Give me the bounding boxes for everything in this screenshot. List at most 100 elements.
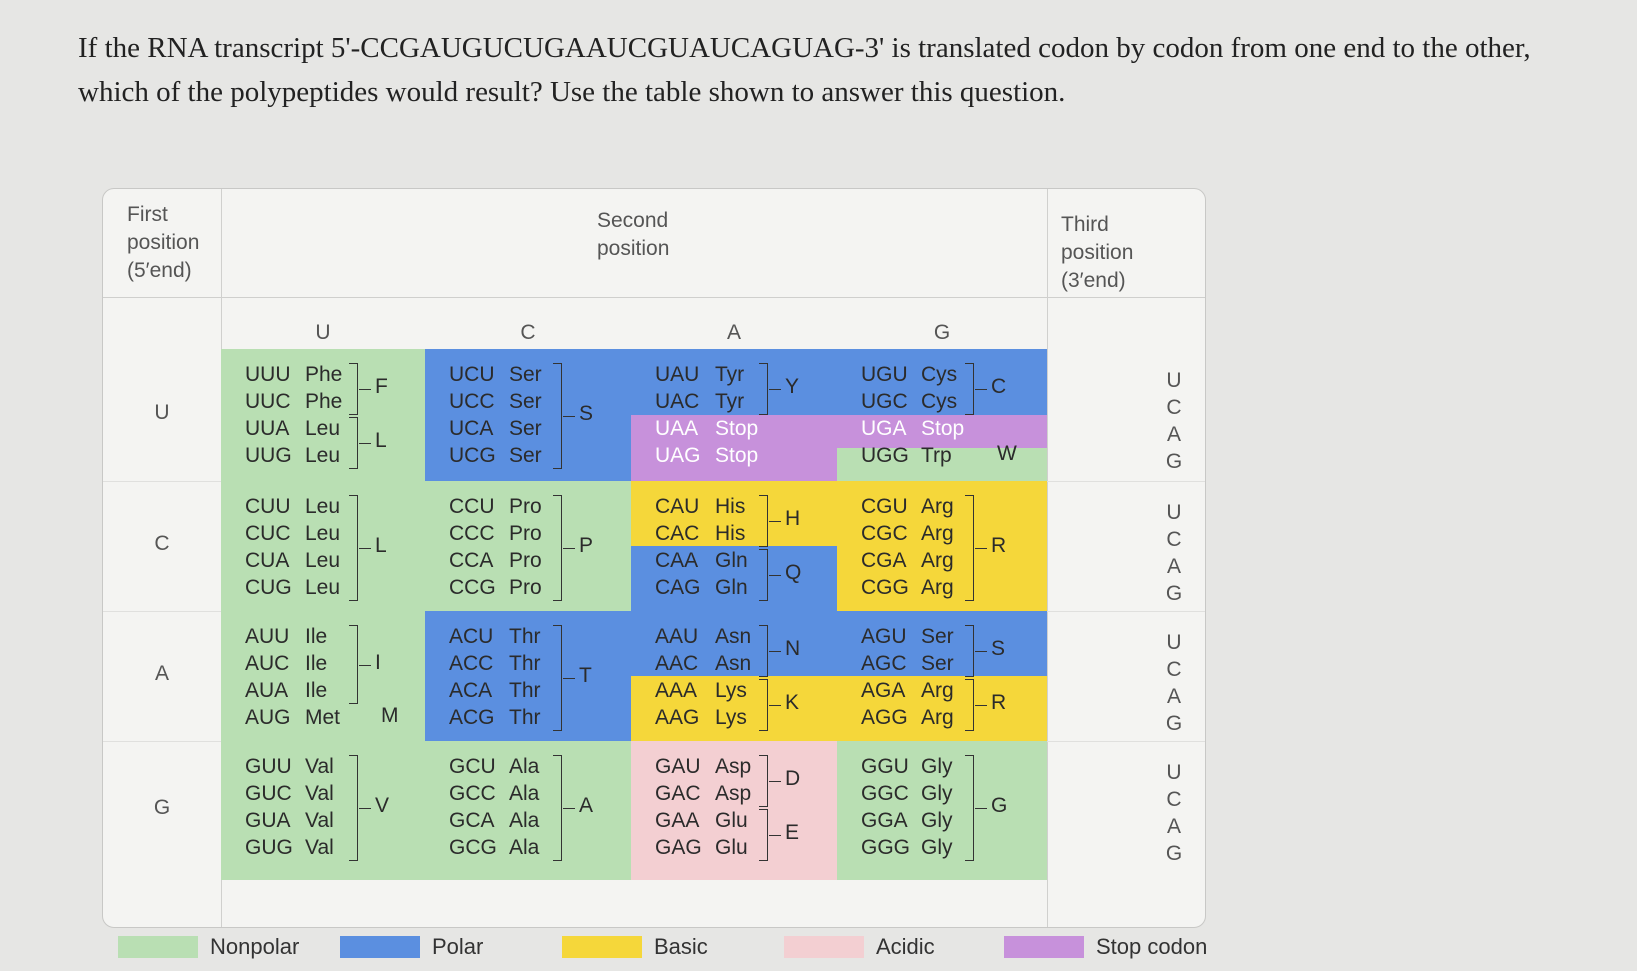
amino-acid: Ser [509, 363, 542, 386]
codon-bg [221, 481, 425, 514]
codon-bg [837, 810, 1047, 845]
codon-entry: GCC Ala [449, 780, 539, 807]
amino-acid: Leu [305, 495, 341, 518]
codon-bg [221, 708, 425, 742]
codon-entry: CCU Pro [449, 493, 542, 520]
codon: CUG [245, 576, 292, 599]
amino-acid: Asp [715, 782, 752, 805]
codon-entry: UGA Stop [861, 415, 964, 442]
legend-label: Basic [654, 934, 708, 959]
codon: UUA [245, 417, 290, 440]
codon-entry: ACA Thr [449, 677, 541, 704]
amino-acid: Val [305, 836, 334, 859]
codon: AAC [655, 652, 699, 675]
codon-bg [221, 513, 425, 547]
codon: GGG [861, 836, 911, 859]
amino-acid: Arg [921, 679, 954, 702]
codon-bg [837, 349, 1047, 383]
group-bracket [759, 679, 781, 731]
third-base-label: C [1166, 658, 1182, 681]
codon-bg [425, 810, 631, 845]
first-base-label: A [154, 662, 169, 685]
codon-bg [631, 708, 837, 742]
one-letter-code: K [785, 691, 800, 714]
group-bracket [553, 363, 575, 469]
codon-bg [221, 578, 425, 612]
codon-entry: GCA Ala [449, 807, 539, 834]
codon: UCG [449, 444, 496, 467]
amino-acid: Val [305, 809, 334, 832]
codon: UCU [449, 363, 495, 386]
codon: UGG [861, 444, 909, 467]
codon-entry: UCU Ser [449, 361, 542, 388]
third-base-label: U [1166, 369, 1182, 392]
codon-bg [425, 349, 631, 383]
codon-entry: UAG Stop [655, 442, 758, 469]
group-bracket [965, 679, 987, 731]
group-bracket [553, 625, 575, 731]
codon: CAC [655, 522, 700, 545]
amino-acid: His [715, 495, 746, 518]
codon-entry: GAG Glu [655, 834, 748, 861]
codon: UUU [245, 363, 291, 386]
codon-bg [631, 611, 837, 644]
third-base-label: A [1166, 555, 1181, 578]
first-base-label: C [154, 532, 170, 555]
codon: GGU [861, 755, 909, 778]
third-base-label: U [1166, 501, 1182, 524]
group-bracket [349, 363, 371, 415]
codon-bg [631, 382, 837, 416]
amino-acid: Thr [509, 679, 541, 702]
one-letter-code: P [579, 534, 594, 557]
codon-bg [425, 578, 631, 612]
codon: GAG [655, 836, 702, 859]
codon-entry: UAC Tyr [655, 388, 744, 415]
codon: UUC [245, 390, 291, 413]
one-letter-code: A [579, 794, 594, 817]
question-text: If the RNA transcript 5'-CCGAUGUCUGAAUCG… [78, 32, 1531, 108]
codon: CGG [861, 576, 909, 599]
amino-acid: Ile [305, 679, 328, 702]
first-base-label: U [154, 401, 170, 424]
codon-entry: AAA Lys [655, 677, 747, 704]
codon-entry: AAC Asn [655, 650, 751, 677]
codon-bg [837, 382, 1047, 416]
amino-acid: Arg [921, 706, 954, 729]
codon: AAA [655, 679, 698, 702]
codon: CGU [861, 495, 908, 518]
one-letter-code: L [375, 429, 387, 452]
codon-entry: CCC Pro [449, 520, 542, 547]
codon-bg [631, 741, 837, 776]
one-letter-code: C [991, 375, 1007, 398]
codon-entry: CAC His [655, 520, 745, 547]
codon: AAG [655, 706, 700, 729]
header-divider [103, 297, 1205, 298]
codon: UAA [655, 417, 699, 440]
codon: GCG [449, 836, 497, 859]
codon: ACC [449, 652, 494, 675]
codon-entry: UGU Cys [861, 361, 957, 388]
codon-entry: AAU Asn [655, 623, 751, 650]
codon-bg [631, 578, 837, 612]
codon-bg [837, 448, 1047, 482]
third-base-label: G [1165, 712, 1183, 735]
amino-acid: Leu [305, 417, 341, 440]
codon-bg [631, 415, 837, 449]
amino-acid: Met [305, 706, 341, 729]
codon-entry: GCU Ala [449, 753, 539, 780]
codon-bg [837, 546, 1047, 579]
amino-acid: Pro [509, 576, 542, 599]
codon-entry: CAG Gln [655, 574, 748, 601]
group-bracket [349, 755, 371, 861]
codon: CUA [245, 549, 290, 572]
amino-acid: Stop [715, 444, 759, 467]
codon-bg [425, 415, 631, 449]
second-base-label: C [520, 321, 536, 344]
codon-bg [425, 708, 631, 742]
second-position-header: Second position [597, 209, 670, 260]
codon: GAU [655, 755, 701, 778]
codon-entry: AUG Met [245, 704, 340, 731]
group-bracket [759, 625, 781, 677]
amino-acid: Tyr [715, 363, 745, 386]
amino-acid: Arg [921, 495, 954, 518]
